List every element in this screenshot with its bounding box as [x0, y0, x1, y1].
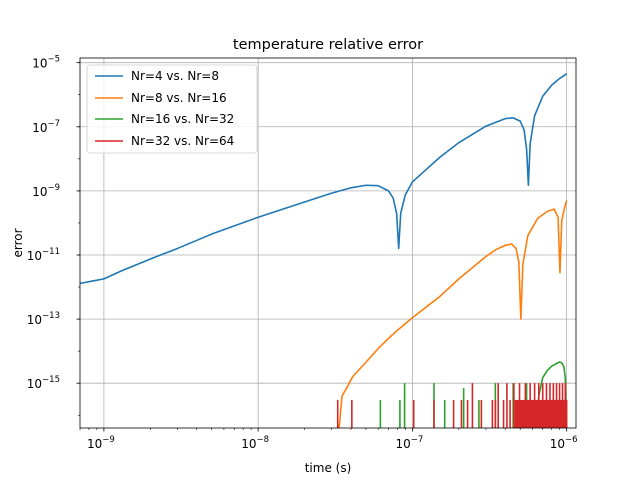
series-3 [336, 383, 568, 428]
y-tick-label: 10−5 [32, 55, 60, 71]
x-axis-label: time (s) [305, 461, 352, 475]
ticks: 10−9 10−8 10−7 10−6 10−15 10−13 10−11 10−9 10−7 1… [27, 55, 578, 451]
legend-label-0: Nr=4 vs. Nr=8 [131, 69, 219, 83]
series-1 [338, 200, 568, 428]
y-tick-label: 10−13 [27, 311, 60, 327]
legend-label-3: Nr=32 vs. Nr=64 [131, 134, 234, 148]
series-line [338, 200, 568, 428]
y-axis-label: error [11, 228, 25, 257]
y-tick-label: 10−11 [27, 247, 60, 263]
series-0 [80, 73, 568, 285]
series-layer [80, 73, 568, 428]
legend-label-2: Nr=16 vs. Nr=32 [131, 112, 234, 126]
legend-label-1: Nr=8 vs. Nr=16 [131, 91, 227, 105]
x-tick-label: 10−7 [395, 435, 423, 451]
x-tick-label: 10−8 [241, 435, 269, 451]
series-line [80, 73, 568, 285]
x-tick-label: 10−9 [87, 435, 115, 451]
y-tick-label: 10−7 [32, 119, 60, 135]
series-line [535, 361, 568, 428]
legend-box [86, 64, 258, 154]
legend: Nr=4 vs. Nr=8 Nr=8 vs. Nr=16 Nr=16 vs. N… [86, 64, 258, 154]
y-tick-label: 10−15 [27, 375, 60, 391]
plot-frame [79, 57, 577, 429]
chart-title: temperature relative error [233, 37, 423, 53]
x-tick-label: 10−6 [550, 435, 578, 451]
y-tick-label: 10−9 [32, 183, 60, 199]
